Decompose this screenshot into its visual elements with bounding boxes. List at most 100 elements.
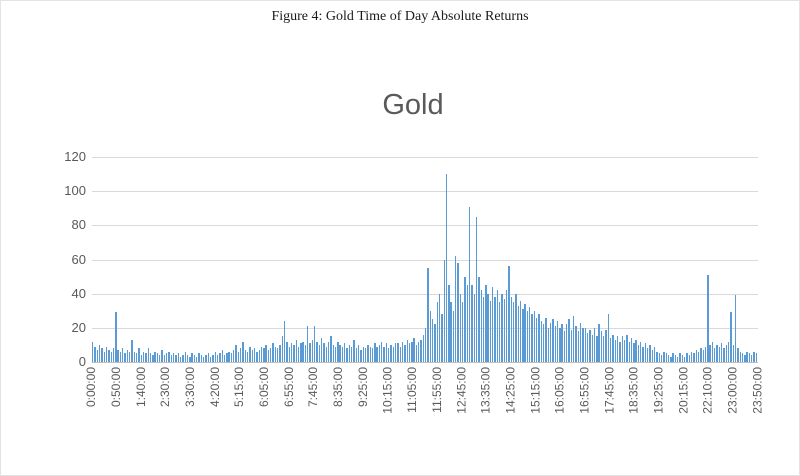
bar [556, 321, 559, 362]
bar [561, 324, 563, 362]
bar [374, 343, 376, 362]
bar [283, 321, 286, 362]
bar [233, 350, 235, 362]
bar [337, 341, 339, 362]
bar [582, 327, 584, 362]
x-axis-labels: 0:00:00 0:50:00 1:40:00 2:30:00 3:30:00 4:20:… [85, 362, 765, 446]
bar [512, 302, 515, 362]
bar [383, 346, 385, 362]
bar [753, 351, 755, 362]
bar [536, 317, 538, 362]
bar [737, 348, 739, 362]
bar [559, 327, 561, 362]
x-axis-label: 18:35:00 [627, 367, 642, 414]
bar [105, 346, 108, 362]
x-axis-label: 11:05:00 [405, 367, 420, 413]
bar [563, 331, 566, 362]
bar [566, 324, 568, 362]
bar [274, 346, 277, 362]
bar [427, 268, 429, 362]
bar [524, 303, 526, 362]
bar [677, 356, 679, 362]
bar [161, 350, 163, 362]
bar [542, 324, 545, 362]
gridline [92, 293, 758, 295]
bar [614, 339, 617, 362]
bar [549, 322, 552, 362]
bar [727, 341, 730, 362]
bar [235, 344, 237, 362]
bar [748, 353, 751, 362]
bar [133, 351, 136, 362]
x-axis-label: 10:15:00 [380, 367, 395, 414]
bar [168, 351, 170, 362]
x-axis-label: 11:55:00 [429, 367, 444, 413]
bar [115, 312, 117, 362]
bar [362, 346, 364, 362]
bar [584, 327, 586, 362]
bar [653, 346, 656, 362]
bar [200, 355, 203, 362]
bar [364, 348, 367, 362]
bar [401, 341, 404, 362]
bar [323, 343, 325, 362]
bar [591, 334, 593, 362]
bar [464, 276, 466, 362]
bar [429, 310, 432, 362]
y-axis-label: 80 [71, 217, 86, 233]
bar [621, 336, 623, 362]
bar [688, 355, 691, 362]
bar [425, 327, 427, 362]
bar [138, 348, 140, 362]
bar [392, 346, 395, 362]
bar [154, 351, 156, 362]
bar [369, 346, 371, 362]
bar [399, 346, 401, 362]
bar [353, 339, 355, 362]
bar [697, 351, 700, 362]
bar [616, 336, 619, 362]
bar [223, 355, 226, 362]
bar [263, 348, 265, 362]
bar [746, 351, 748, 362]
bar [124, 353, 126, 362]
bar [607, 314, 610, 362]
x-axis-label: 0:00:00 [84, 367, 99, 408]
bar [475, 216, 478, 362]
bar [633, 343, 635, 362]
bar [145, 353, 147, 362]
bar [637, 344, 640, 362]
bar [721, 343, 723, 362]
bar [117, 350, 119, 362]
bar [96, 350, 99, 362]
bar [92, 341, 94, 362]
bar [320, 338, 323, 362]
bar [494, 297, 496, 362]
bar [186, 355, 189, 362]
bar [277, 348, 279, 362]
bar [156, 353, 159, 362]
x-axis-label: 23:50:00 [750, 367, 765, 414]
bar [108, 350, 110, 362]
plot-area: 0:00:00 0:50:00 1:40:00 2:30:00 3:30:00 4:20:… [64, 149, 764, 414]
bar [94, 346, 96, 362]
bar [267, 350, 270, 362]
bar [101, 348, 103, 362]
bar [586, 332, 589, 362]
bar [471, 285, 473, 362]
bar [508, 266, 510, 362]
gridline [92, 259, 758, 261]
bar [256, 351, 258, 362]
bar [318, 344, 321, 362]
bar [702, 350, 704, 362]
bar [679, 353, 681, 362]
bar [492, 286, 494, 362]
bar [260, 346, 263, 362]
bar [485, 285, 487, 362]
bar [411, 341, 413, 362]
bar [249, 346, 251, 362]
bar [642, 346, 644, 362]
bar [714, 348, 716, 362]
bar [98, 344, 101, 362]
x-axis-label: 3:30:00 [183, 367, 198, 408]
